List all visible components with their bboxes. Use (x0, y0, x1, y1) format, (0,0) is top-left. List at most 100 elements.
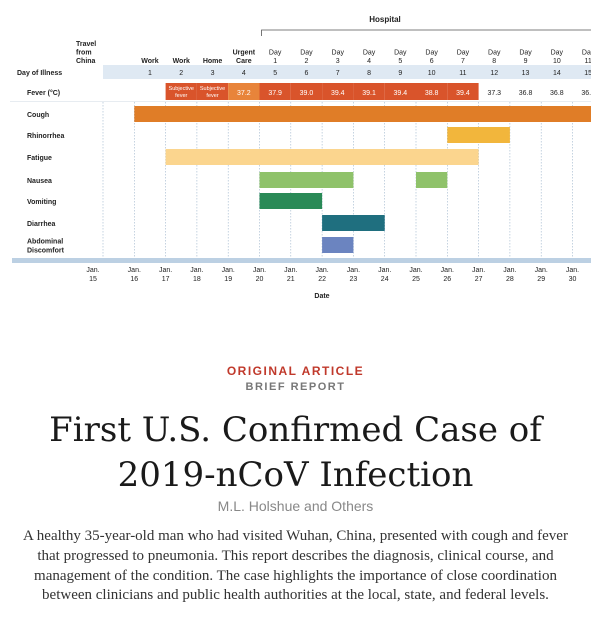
fever-value: Subjective (169, 86, 194, 92)
date-tick-day: 27 (475, 276, 483, 283)
symptom-bar (259, 193, 323, 209)
location-header: Work (141, 58, 158, 65)
fever-value: 39.4 (331, 90, 345, 97)
location-header: 8 (492, 58, 496, 65)
fever-cell (259, 83, 291, 100)
fever-value: 36.8 (519, 90, 533, 97)
date-tick-day: 22 (318, 276, 326, 283)
date-tick-day: 25 (412, 276, 420, 283)
symptom-bar (322, 215, 385, 231)
fever-cell (322, 83, 354, 100)
location-header: Work (173, 58, 190, 65)
fever-value: fever (175, 93, 187, 99)
location-header: 2 (304, 58, 308, 65)
day-of-illness-value: 12 (490, 70, 498, 77)
date-tick-day: 21 (287, 276, 295, 283)
location-header: 6 (430, 58, 434, 65)
hospital-label: Hospital (369, 15, 401, 24)
symptom-label: Vomiting (27, 199, 56, 206)
fever-cell (196, 83, 229, 100)
day-of-illness-value: 2 (179, 70, 183, 77)
day-of-illness-band (103, 65, 591, 79)
location-header: Day (457, 50, 470, 57)
date-tick-month: Jan. (86, 267, 99, 274)
symptom-label: Discomfort (27, 248, 65, 255)
date-band (12, 258, 103, 263)
fever-cell (384, 83, 416, 100)
day-of-illness-value: 7 (336, 70, 340, 77)
location-header: Day (551, 50, 564, 57)
symptom-bar (447, 127, 510, 143)
date-tick-month: Jan. (409, 267, 422, 274)
day-of-illness-value: 8 (367, 70, 371, 77)
day-of-illness-value: 4 (242, 70, 246, 77)
date-tick-month: Jan. (347, 267, 360, 274)
location-header: Day (488, 50, 501, 57)
location-header: Day (332, 50, 345, 57)
fever-value: 36.8 (550, 90, 564, 97)
location-header: 11 (585, 58, 591, 65)
date-tick-day: 19 (224, 276, 232, 283)
symptom-label: Abdominal (27, 239, 63, 246)
day-of-illness-value: 3 (211, 70, 215, 77)
date-tick-month: Jan. (159, 267, 172, 274)
day-of-illness-value: 15 (584, 70, 591, 77)
day-of-illness-value: 11 (459, 70, 466, 77)
fever-cell (416, 83, 448, 100)
location-header: 7 (461, 58, 465, 65)
fever-value: 36.3 (581, 90, 591, 97)
fever-value: 39.4 (394, 90, 408, 97)
day-of-illness-value: 5 (273, 70, 277, 77)
date-tick-month: Jan. (128, 267, 141, 274)
location-header: Urgent (233, 50, 256, 57)
date-tick-day: 20 (256, 276, 264, 283)
date-tick-month: Jan. (378, 267, 391, 274)
symptom-label: Nausea (27, 178, 52, 185)
date-tick-day: 16 (130, 276, 138, 283)
date-tick-day: 23 (350, 276, 358, 283)
date-tick-month: Jan. (222, 267, 235, 274)
article-kicker: ORIGINAL ARTICLE (226, 364, 365, 378)
date-tick-month: Jan. (535, 267, 548, 274)
location-header: Day (300, 50, 313, 57)
fever-value: 39.0 (300, 90, 314, 97)
x-axis-label: Date (314, 293, 329, 300)
day-of-illness-value: 9 (398, 70, 402, 77)
date-tick-day: 30 (569, 276, 577, 283)
location-header: 10 (553, 58, 561, 65)
location-header: Day (519, 50, 532, 57)
location-header: Day (582, 50, 591, 57)
article-authors[interactable]: M.L. Holshue and Others (217, 498, 374, 514)
location-header: Travel (76, 41, 96, 48)
date-tick-day: 26 (443, 276, 451, 283)
location-header: Day (394, 50, 407, 57)
symptom-bar (259, 172, 354, 188)
fever-value: fever (206, 93, 218, 99)
location-header: Home (203, 58, 223, 65)
symptom-bar (322, 237, 354, 253)
symptom-bar (165, 149, 479, 165)
date-tick-month: Jan. (253, 267, 266, 274)
fever-value: 38.8 (425, 90, 439, 97)
symptom-bar (416, 172, 448, 188)
fever-cell (228, 83, 260, 100)
date-tick-day: 24 (381, 276, 389, 283)
day-of-illness-value: 13 (522, 70, 530, 77)
day-of-illness-value: 14 (553, 70, 561, 77)
fever-cell (165, 83, 197, 100)
fever-value: 39.4 (456, 90, 470, 97)
location-header: 1 (273, 58, 277, 65)
location-header: China (76, 58, 96, 65)
fever-value: 37.9 (268, 90, 282, 97)
date-tick-day: 17 (162, 276, 170, 283)
symptom-bar (134, 106, 591, 122)
article-title[interactable]: First U.S. Confirmed Case of 2019-nCoV I… (49, 410, 542, 495)
location-header: Day (363, 50, 376, 57)
symptom-label: Rhinorrhea (27, 133, 64, 140)
day-of-illness-value: 10 (428, 70, 436, 77)
date-band (103, 258, 591, 263)
article-abstract: A healthy 35-year-old man who had visite… (23, 528, 568, 604)
date-tick-month: Jan. (315, 267, 328, 274)
date-tick-day: 28 (506, 276, 514, 283)
